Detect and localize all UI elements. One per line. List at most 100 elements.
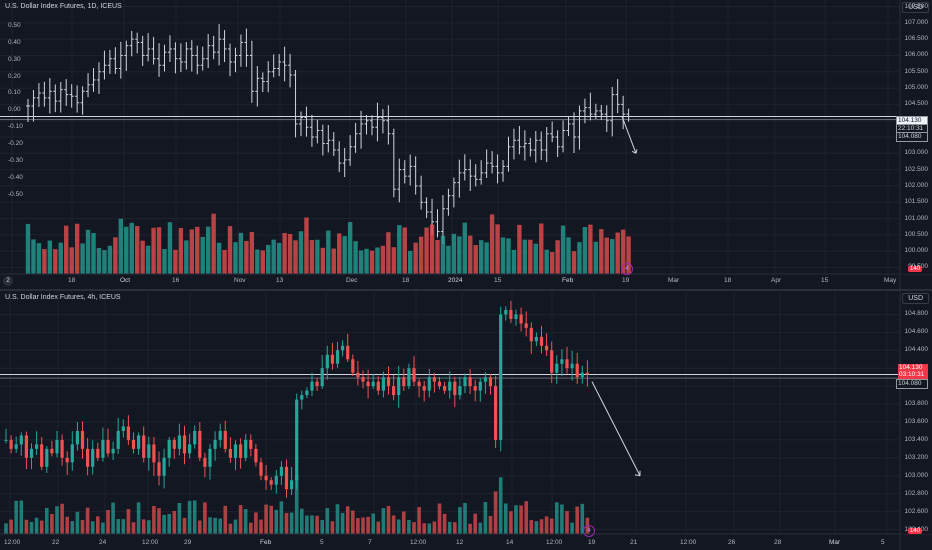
currency-button[interactable]: USD bbox=[902, 293, 929, 304]
volume-bar bbox=[266, 244, 271, 274]
candle-body bbox=[137, 435, 141, 449]
timezone-icon[interactable]: 4 bbox=[621, 263, 633, 275]
scale-settings-icon[interactable]: 2 bbox=[3, 276, 13, 286]
volume-bar bbox=[386, 505, 391, 534]
volume-bar bbox=[55, 506, 59, 534]
candle-body bbox=[330, 354, 334, 364]
candle-body bbox=[575, 363, 579, 378]
candle-body bbox=[228, 448, 232, 458]
time-label: 18 bbox=[724, 277, 732, 284]
candle-body bbox=[560, 359, 564, 364]
candle-body bbox=[570, 363, 574, 369]
candle-body bbox=[177, 435, 181, 449]
volume-bar bbox=[192, 500, 197, 534]
time-label: 18 bbox=[402, 277, 410, 284]
candle-body bbox=[35, 444, 39, 449]
volume-bar bbox=[432, 521, 437, 534]
volume-bar bbox=[361, 517, 365, 534]
candle-body bbox=[402, 377, 406, 387]
volume-bar bbox=[468, 523, 472, 534]
candle-body bbox=[244, 439, 248, 458]
volume-bar bbox=[528, 239, 533, 274]
volume-bar bbox=[549, 251, 555, 274]
volume-bar bbox=[300, 508, 304, 534]
volume-bar bbox=[126, 509, 131, 534]
price-label: 104.400 bbox=[904, 346, 929, 354]
price-label: 103.200 bbox=[904, 453, 929, 461]
volume-bar bbox=[178, 227, 184, 274]
volume-bar bbox=[203, 502, 207, 534]
price-label: 101.000 bbox=[904, 214, 929, 222]
volume-bar bbox=[264, 504, 268, 534]
volume-bar bbox=[157, 508, 161, 534]
candle-body bbox=[386, 377, 391, 387]
price-label: 100.000 bbox=[904, 247, 929, 255]
intraday-chart-canvas[interactable] bbox=[0, 291, 932, 550]
volume-bar bbox=[604, 237, 609, 274]
candle-body bbox=[29, 448, 34, 458]
candle-body bbox=[65, 457, 69, 463]
time-label: 22 bbox=[52, 539, 60, 546]
volume-bar bbox=[53, 249, 58, 274]
percent-label: -0.50 bbox=[8, 190, 23, 198]
candle-body bbox=[545, 345, 549, 351]
volume-bar bbox=[279, 501, 284, 534]
candle-body bbox=[193, 430, 197, 445]
volume-bar bbox=[534, 521, 539, 534]
daily-chart-pane[interactable]: U.S. Dollar Index Futures, 1D, ICEUS USD… bbox=[0, 0, 932, 290]
volume-bar bbox=[345, 506, 350, 534]
volume-bar bbox=[60, 503, 64, 534]
volume-bar bbox=[25, 223, 31, 274]
candle-body bbox=[162, 457, 166, 476]
volume-bar bbox=[34, 517, 39, 534]
volume-bar bbox=[304, 217, 309, 274]
volume-bar bbox=[565, 511, 569, 534]
time-label: 15 bbox=[494, 277, 502, 284]
volume-bar bbox=[29, 521, 34, 534]
volume-bar bbox=[358, 250, 364, 274]
volume-bar bbox=[473, 513, 477, 534]
intraday-chart-pane[interactable]: U.S. Dollar Index Futures, 4h, ICEUS USD… bbox=[0, 291, 932, 550]
candle-body bbox=[203, 457, 207, 467]
price-label: 101.500 bbox=[904, 198, 929, 206]
percent-label: 0.40 bbox=[8, 38, 21, 46]
candle-body bbox=[121, 426, 125, 431]
volume-bar bbox=[353, 241, 358, 274]
time-label: Dec bbox=[346, 277, 358, 284]
candle-body bbox=[443, 386, 447, 391]
volume-bar bbox=[195, 226, 200, 274]
percent-label: -0.40 bbox=[8, 173, 23, 181]
daily-chart-canvas[interactable] bbox=[0, 0, 932, 290]
candle-body bbox=[504, 309, 508, 315]
volume-bar bbox=[335, 504, 340, 534]
time-label: 7 bbox=[368, 539, 372, 546]
candle-body bbox=[305, 390, 309, 396]
time-label: 2024 bbox=[448, 277, 463, 284]
timezone-icon[interactable]: 4 bbox=[583, 525, 595, 537]
volume-bar bbox=[167, 222, 173, 274]
volume-bar bbox=[371, 513, 375, 534]
volume-bar bbox=[495, 224, 500, 274]
volume-bar bbox=[213, 517, 217, 534]
candle-body bbox=[529, 327, 533, 342]
volume-bar bbox=[111, 502, 115, 534]
volume-bar bbox=[417, 507, 421, 534]
volume-bar bbox=[124, 226, 129, 274]
candle-body bbox=[427, 377, 431, 391]
volume-bar bbox=[305, 515, 309, 534]
currency-button[interactable]: USD bbox=[902, 2, 929, 13]
time-label: 15 bbox=[821, 277, 829, 284]
volume-bar bbox=[582, 226, 588, 274]
volume-bar bbox=[9, 519, 13, 534]
candle-body bbox=[519, 314, 523, 324]
volume-bar bbox=[437, 503, 442, 534]
volume-bar bbox=[506, 238, 511, 274]
candle-body bbox=[239, 444, 243, 458]
volume-bar bbox=[162, 249, 167, 274]
volume-bar bbox=[208, 517, 212, 534]
candle-body bbox=[346, 345, 350, 360]
candle-body bbox=[341, 345, 345, 351]
volume-bar bbox=[514, 505, 518, 534]
volume-bar bbox=[524, 501, 528, 534]
pane-divider[interactable] bbox=[0, 289, 932, 291]
